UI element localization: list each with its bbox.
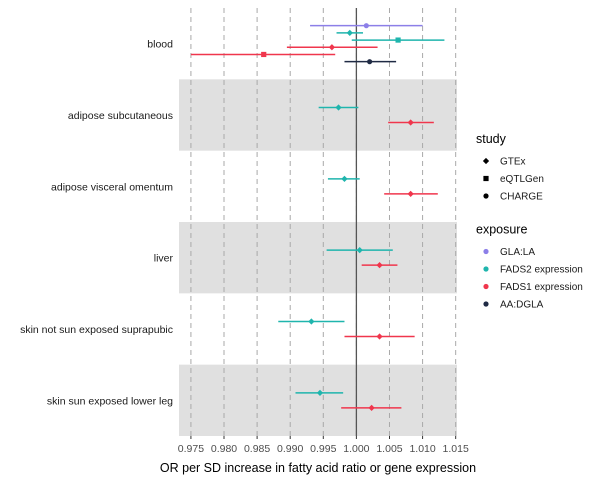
y-tick-label: blood [147, 39, 173, 51]
legend-label-eqtlgen: eQTLGen [500, 174, 544, 185]
legend-key-eqtlgen [483, 175, 489, 182]
data-marks [190, 23, 445, 411]
legend-title-exposure: exposure [476, 223, 527, 237]
row-band-skin-sun-exposed-lower-leg [179, 364, 457, 436]
point-fads2-expression [308, 318, 315, 325]
point-gla-la [363, 23, 369, 29]
row-band-liver [179, 222, 457, 294]
legend-key-gla-la [483, 248, 489, 255]
legend-key-fads1-expression [483, 283, 489, 290]
x-tick-label: 0.980 [211, 443, 237, 455]
point-fads1-expression [407, 119, 414, 126]
x-tick-label: 0.985 [244, 443, 270, 455]
legend-label-fads2-expression: FADS2 expression [500, 265, 583, 276]
point-aa-dgla [367, 59, 373, 65]
legend-label-charge: CHARGE [500, 192, 543, 203]
legend-label-gla-la: GLA:LA [500, 247, 535, 258]
row-bands [179, 79, 457, 436]
legend-key-charge [483, 193, 489, 199]
point-fads1-expression [407, 190, 414, 197]
y-tick-label: skin sun exposed lower leg [47, 395, 173, 407]
row-band-adipose-subcutaneous [179, 79, 457, 151]
y-tick-label: adipose subcutaneous [68, 110, 173, 122]
y-axis-labels: blood adipose subcutaneous adipose viscera… [20, 39, 173, 408]
legend-label-aa-dgla: AA:DGLA [500, 300, 544, 311]
point-fads2-expression [341, 175, 348, 182]
legend-label-gtex: GTEx [500, 157, 526, 168]
y-tick-label: liver [154, 253, 174, 265]
point-fads2-expression [395, 37, 401, 43]
y-tick-label: skin not sun exposed suprapubic [20, 324, 173, 336]
point-fads2-expression [346, 29, 353, 36]
x-axis-title: OR per SD increase in fatty acid ratio o… [160, 461, 476, 475]
point-fads1-expression [328, 44, 336, 51]
point-fads1-expression [376, 262, 383, 269]
x-tick-label: 1.010 [409, 443, 435, 455]
x-axis: 0.975 0.980 0.985 0.990 0.995 1.000 1.005 1.010… [178, 436, 469, 455]
legend-key-gtex [482, 157, 490, 165]
x-tick-label: 0.975 [178, 443, 204, 455]
point-fads2-expression [335, 104, 342, 111]
legend-label-fads1-expression: FADS1 expression [500, 282, 583, 293]
y-tick-label: adipose visceral omentum [51, 181, 173, 193]
legends: study GTEx eQTLGen CHARGE exposure GLA:LA FADS… [476, 132, 583, 311]
x-tick-label: 1.015 [443, 443, 469, 455]
x-tick-label: 1.000 [343, 443, 369, 455]
x-tick-label: 1.005 [376, 443, 402, 455]
point-fads2-expression [356, 247, 363, 254]
x-tick-label: 0.995 [310, 443, 336, 455]
x-tick-label: 0.990 [277, 443, 303, 455]
legend-key-fads2-expression [483, 266, 489, 272]
point-fads1-expression [376, 333, 383, 340]
point-fads1-expression [261, 51, 267, 58]
legend-key-aa-dgla [483, 301, 489, 307]
point-fads2-expression [316, 389, 324, 396]
legend-title-study: study [476, 132, 507, 146]
point-fads1-expression [368, 404, 375, 411]
